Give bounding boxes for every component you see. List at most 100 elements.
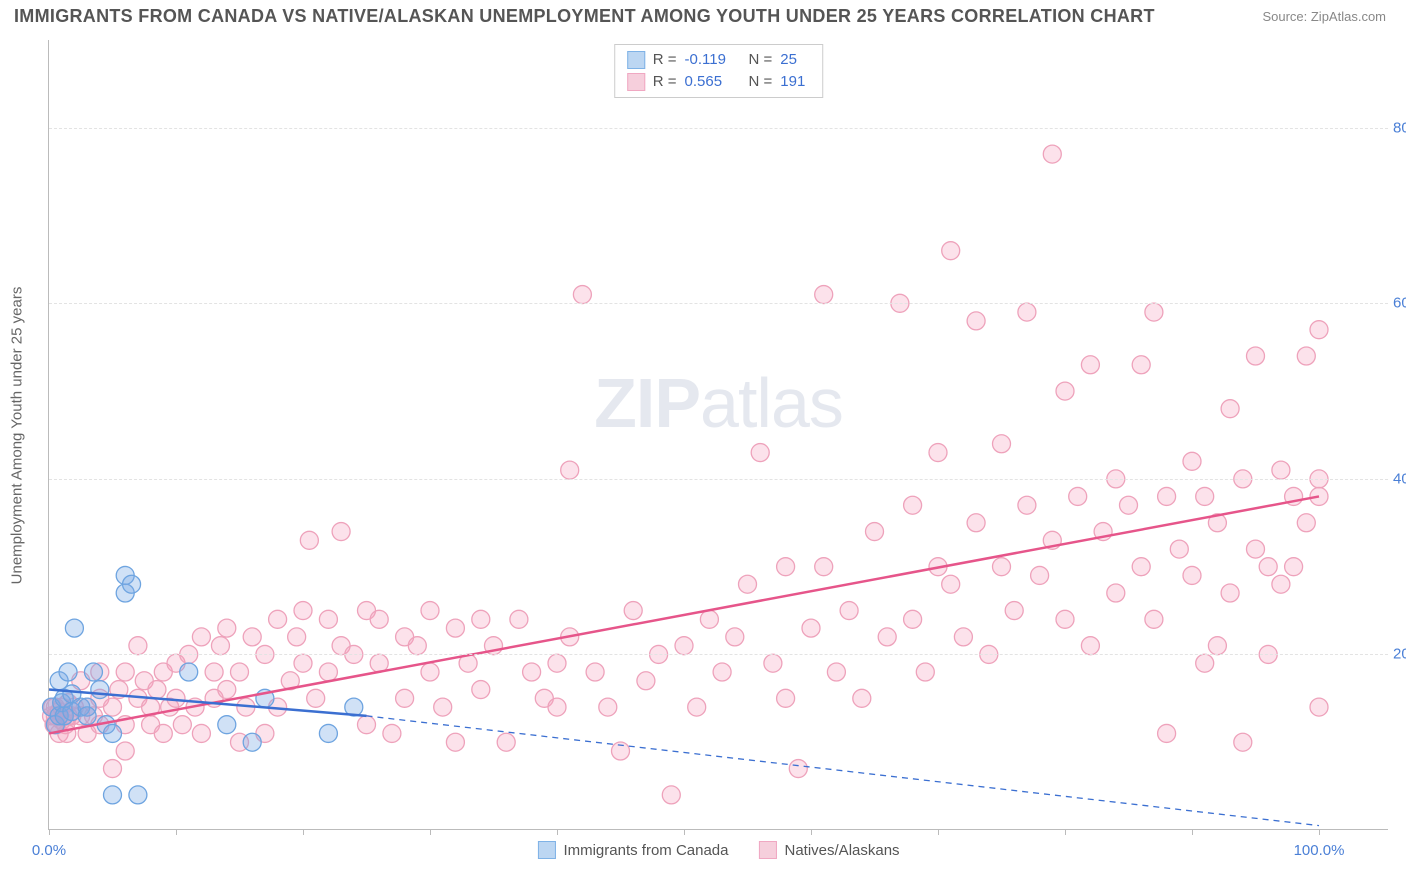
pink-marker (789, 760, 807, 778)
pink-marker (510, 610, 528, 628)
blue-marker (319, 724, 337, 742)
pink-marker (878, 628, 896, 646)
pink-marker (1069, 487, 1087, 505)
x-tick (684, 829, 685, 835)
pink-marker (383, 724, 401, 742)
pink-marker (713, 663, 731, 681)
pink-marker (116, 663, 134, 681)
series-legend-item: Immigrants from Canada (537, 841, 728, 859)
pink-marker (802, 619, 820, 637)
pink-marker (1310, 321, 1328, 339)
x-tick-label: 100.0% (1294, 842, 1345, 859)
series-legend: Immigrants from Canada Natives/Alaskans (537, 841, 899, 859)
pink-marker (269, 610, 287, 628)
pink-marker (211, 637, 229, 655)
pink-marker (1310, 698, 1328, 716)
legend-swatch-icon (537, 841, 555, 859)
pink-marker (1247, 540, 1265, 558)
blue-marker (129, 786, 147, 804)
x-tick-label: 0.0% (32, 842, 66, 859)
pink-marker (967, 312, 985, 330)
pink-marker (434, 698, 452, 716)
pink-marker (129, 637, 147, 655)
x-tick (811, 829, 812, 835)
pink-marker (446, 619, 464, 637)
chart-title: IMMIGRANTS FROM CANADA VS NATIVE/ALASKAN… (14, 6, 1155, 27)
pink-marker (446, 733, 464, 751)
pink-marker (548, 698, 566, 716)
pink-marker (421, 602, 439, 620)
legend-swatch-icon (627, 73, 645, 91)
pink-marker (358, 716, 376, 734)
y-axis-label: Unemployment Among Youth under 25 years (9, 286, 26, 584)
pink-marker (599, 698, 617, 716)
pink-marker (993, 435, 1011, 453)
pink-marker (1005, 602, 1023, 620)
series-legend-item: Natives/Alaskans (759, 841, 900, 859)
blue-marker (59, 663, 77, 681)
pink-marker (1018, 303, 1036, 321)
pink-marker (840, 602, 858, 620)
pink-marker (370, 610, 388, 628)
blue-marker (65, 619, 83, 637)
x-tick (557, 829, 558, 835)
pink-marker (827, 663, 845, 681)
x-tick (1065, 829, 1066, 835)
pink-marker (1031, 566, 1049, 584)
pink-marker (815, 286, 833, 304)
pink-marker (1285, 558, 1303, 576)
legend-R-label: R = (653, 49, 677, 71)
pink-marker (1132, 558, 1150, 576)
pink-marker (662, 786, 680, 804)
pink-marker (1208, 637, 1226, 655)
pink-marker (294, 654, 312, 672)
pink-marker (764, 654, 782, 672)
pink-marker (173, 716, 191, 734)
legend-row: R =-0.119N =25 (627, 49, 811, 71)
pink-marker (967, 514, 985, 532)
pink-marker (1120, 496, 1138, 514)
pink-marker (408, 637, 426, 655)
blue-marker (104, 724, 122, 742)
pink-marker (1145, 610, 1163, 628)
pink-marker (192, 628, 210, 646)
pink-marker (288, 628, 306, 646)
pink-marker (523, 663, 541, 681)
pink-marker (1196, 654, 1214, 672)
pink-marker (205, 663, 223, 681)
pink-marker (942, 242, 960, 260)
pink-marker (1081, 637, 1099, 655)
pink-marker (561, 461, 579, 479)
pink-marker (777, 558, 795, 576)
pink-marker (929, 444, 947, 462)
pink-marker (1183, 566, 1201, 584)
pink-marker (104, 760, 122, 778)
legend-R-value: -0.119 (685, 49, 733, 71)
pink-marker (751, 444, 769, 462)
blue-marker (218, 716, 236, 734)
pink-marker (1158, 724, 1176, 742)
correlation-legend: R =-0.119N =25R =0.565N =191 (614, 44, 824, 98)
pink-marker (1056, 610, 1074, 628)
blue-marker (104, 786, 122, 804)
pink-marker (421, 663, 439, 681)
pink-marker (548, 654, 566, 672)
pink-marker (307, 689, 325, 707)
pink-marker (1158, 487, 1176, 505)
legend-row: R =0.565N =191 (627, 71, 811, 93)
pink-marker (916, 663, 934, 681)
y-tick-label: 80.0% (1393, 119, 1406, 136)
pink-marker (1056, 382, 1074, 400)
pink-marker (1145, 303, 1163, 321)
y-tick-label: 60.0% (1393, 295, 1406, 312)
pink-marker (1170, 540, 1188, 558)
pink-marker (1196, 487, 1214, 505)
pink-marker (586, 663, 604, 681)
y-axis-label-wrap: Unemployment Among Youth under 25 years (2, 40, 32, 830)
pink-marker (1221, 400, 1239, 418)
pink-marker (815, 558, 833, 576)
pink-marker (904, 496, 922, 514)
pink-marker (688, 698, 706, 716)
pink-marker (294, 602, 312, 620)
pink-marker (853, 689, 871, 707)
